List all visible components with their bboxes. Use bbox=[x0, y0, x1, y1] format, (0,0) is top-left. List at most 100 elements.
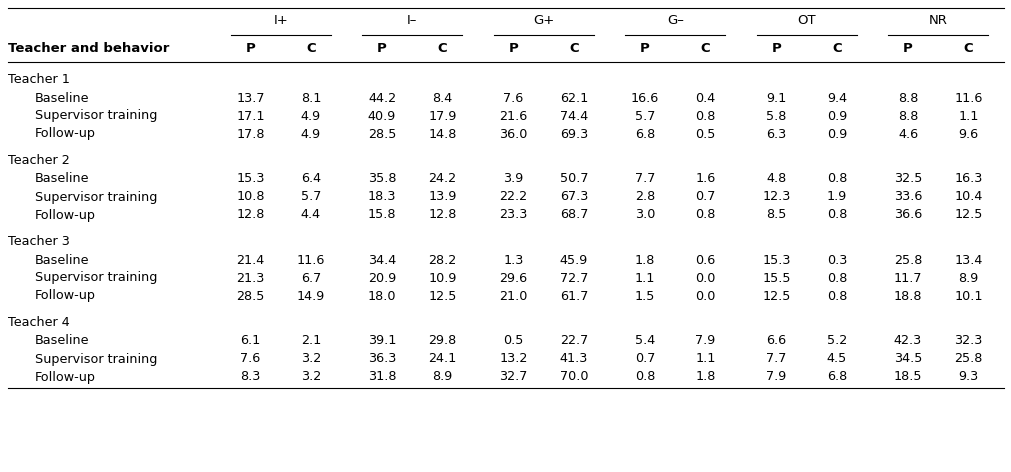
Text: 13.4: 13.4 bbox=[953, 253, 982, 267]
Text: 14.9: 14.9 bbox=[296, 289, 325, 303]
Text: Teacher and behavior: Teacher and behavior bbox=[8, 42, 169, 54]
Text: 10.8: 10.8 bbox=[236, 191, 265, 203]
Text: 15.3: 15.3 bbox=[761, 253, 790, 267]
Text: 4.9: 4.9 bbox=[300, 127, 320, 141]
Text: 1.8: 1.8 bbox=[695, 371, 715, 383]
Text: 0.0: 0.0 bbox=[695, 289, 715, 303]
Text: 0.7: 0.7 bbox=[695, 191, 715, 203]
Text: 0.8: 0.8 bbox=[695, 209, 715, 221]
Text: 4.4: 4.4 bbox=[300, 209, 320, 221]
Text: 39.1: 39.1 bbox=[367, 335, 395, 347]
Text: 9.4: 9.4 bbox=[826, 92, 846, 104]
Text: 11.6: 11.6 bbox=[953, 92, 982, 104]
Text: 12.8: 12.8 bbox=[237, 209, 265, 221]
Text: 0.8: 0.8 bbox=[826, 172, 846, 185]
Text: 1.9: 1.9 bbox=[826, 191, 846, 203]
Text: 8.8: 8.8 bbox=[897, 92, 917, 104]
Text: 13.7: 13.7 bbox=[236, 92, 265, 104]
Text: Teacher 2: Teacher 2 bbox=[8, 154, 70, 167]
Text: Baseline: Baseline bbox=[35, 335, 89, 347]
Text: 2.8: 2.8 bbox=[634, 191, 654, 203]
Text: 12.3: 12.3 bbox=[761, 191, 790, 203]
Text: 5.7: 5.7 bbox=[634, 110, 654, 123]
Text: 12.5: 12.5 bbox=[953, 209, 982, 221]
Text: 36.3: 36.3 bbox=[367, 353, 395, 365]
Text: 1.8: 1.8 bbox=[634, 253, 654, 267]
Text: 31.8: 31.8 bbox=[367, 371, 396, 383]
Text: 0.0: 0.0 bbox=[695, 271, 715, 285]
Text: 0.3: 0.3 bbox=[826, 253, 846, 267]
Text: 6.4: 6.4 bbox=[300, 172, 320, 185]
Text: 34.5: 34.5 bbox=[893, 353, 921, 365]
Text: 1.5: 1.5 bbox=[634, 289, 654, 303]
Text: 2.1: 2.1 bbox=[300, 335, 320, 347]
Text: 0.9: 0.9 bbox=[826, 110, 846, 123]
Text: Teacher 1: Teacher 1 bbox=[8, 73, 70, 86]
Text: 0.5: 0.5 bbox=[695, 127, 715, 141]
Text: 9.1: 9.1 bbox=[765, 92, 786, 104]
Text: 10.4: 10.4 bbox=[953, 191, 982, 203]
Text: 4.8: 4.8 bbox=[765, 172, 786, 185]
Text: 70.0: 70.0 bbox=[559, 371, 587, 383]
Text: 22.7: 22.7 bbox=[559, 335, 587, 347]
Text: 12.8: 12.8 bbox=[428, 209, 456, 221]
Text: 18.3: 18.3 bbox=[367, 191, 396, 203]
Text: 9.3: 9.3 bbox=[957, 371, 978, 383]
Text: 18.5: 18.5 bbox=[893, 371, 921, 383]
Text: 8.8: 8.8 bbox=[897, 110, 917, 123]
Text: 20.9: 20.9 bbox=[368, 271, 395, 285]
Text: Supervisor training: Supervisor training bbox=[35, 353, 158, 365]
Text: 8.5: 8.5 bbox=[765, 209, 786, 221]
Text: Teacher 3: Teacher 3 bbox=[8, 235, 70, 248]
Text: 67.3: 67.3 bbox=[559, 191, 587, 203]
Text: 21.3: 21.3 bbox=[237, 271, 265, 285]
Text: 4.9: 4.9 bbox=[300, 110, 320, 123]
Text: 3.9: 3.9 bbox=[502, 172, 523, 185]
Text: 32.3: 32.3 bbox=[953, 335, 982, 347]
Text: 28.5: 28.5 bbox=[237, 289, 265, 303]
Text: Baseline: Baseline bbox=[35, 172, 89, 185]
Text: Baseline: Baseline bbox=[35, 92, 89, 104]
Text: 28.2: 28.2 bbox=[428, 253, 456, 267]
Text: 0.7: 0.7 bbox=[634, 353, 654, 365]
Text: 17.8: 17.8 bbox=[236, 127, 265, 141]
Text: 25.8: 25.8 bbox=[953, 353, 982, 365]
Text: 0.8: 0.8 bbox=[826, 271, 846, 285]
Text: C: C bbox=[962, 42, 973, 54]
Text: I+: I+ bbox=[273, 14, 288, 26]
Text: 50.7: 50.7 bbox=[559, 172, 587, 185]
Text: 28.5: 28.5 bbox=[367, 127, 395, 141]
Text: 4.6: 4.6 bbox=[897, 127, 917, 141]
Text: 7.6: 7.6 bbox=[502, 92, 523, 104]
Text: 68.7: 68.7 bbox=[559, 209, 587, 221]
Text: 6.8: 6.8 bbox=[826, 371, 846, 383]
Text: 62.1: 62.1 bbox=[559, 92, 587, 104]
Text: C: C bbox=[568, 42, 578, 54]
Text: 0.9: 0.9 bbox=[826, 127, 846, 141]
Text: 29.8: 29.8 bbox=[428, 335, 456, 347]
Text: Follow-up: Follow-up bbox=[35, 371, 96, 383]
Text: 10.9: 10.9 bbox=[428, 271, 456, 285]
Text: 7.6: 7.6 bbox=[241, 353, 261, 365]
Text: 74.4: 74.4 bbox=[559, 110, 587, 123]
Text: 8.1: 8.1 bbox=[300, 92, 320, 104]
Text: 3.0: 3.0 bbox=[634, 209, 654, 221]
Text: 0.4: 0.4 bbox=[695, 92, 715, 104]
Text: 23.3: 23.3 bbox=[498, 209, 527, 221]
Text: Follow-up: Follow-up bbox=[35, 127, 96, 141]
Text: 12.5: 12.5 bbox=[428, 289, 456, 303]
Text: 13.2: 13.2 bbox=[498, 353, 527, 365]
Text: 6.7: 6.7 bbox=[300, 271, 320, 285]
Text: 0.6: 0.6 bbox=[695, 253, 715, 267]
Text: 8.3: 8.3 bbox=[240, 371, 261, 383]
Text: 32.5: 32.5 bbox=[893, 172, 921, 185]
Text: 45.9: 45.9 bbox=[559, 253, 587, 267]
Text: C: C bbox=[831, 42, 841, 54]
Text: P: P bbox=[902, 42, 912, 54]
Text: 69.3: 69.3 bbox=[559, 127, 587, 141]
Text: Supervisor training: Supervisor training bbox=[35, 191, 158, 203]
Text: Baseline: Baseline bbox=[35, 253, 89, 267]
Text: 8.9: 8.9 bbox=[432, 371, 452, 383]
Text: 14.8: 14.8 bbox=[428, 127, 456, 141]
Text: OT: OT bbox=[797, 14, 815, 26]
